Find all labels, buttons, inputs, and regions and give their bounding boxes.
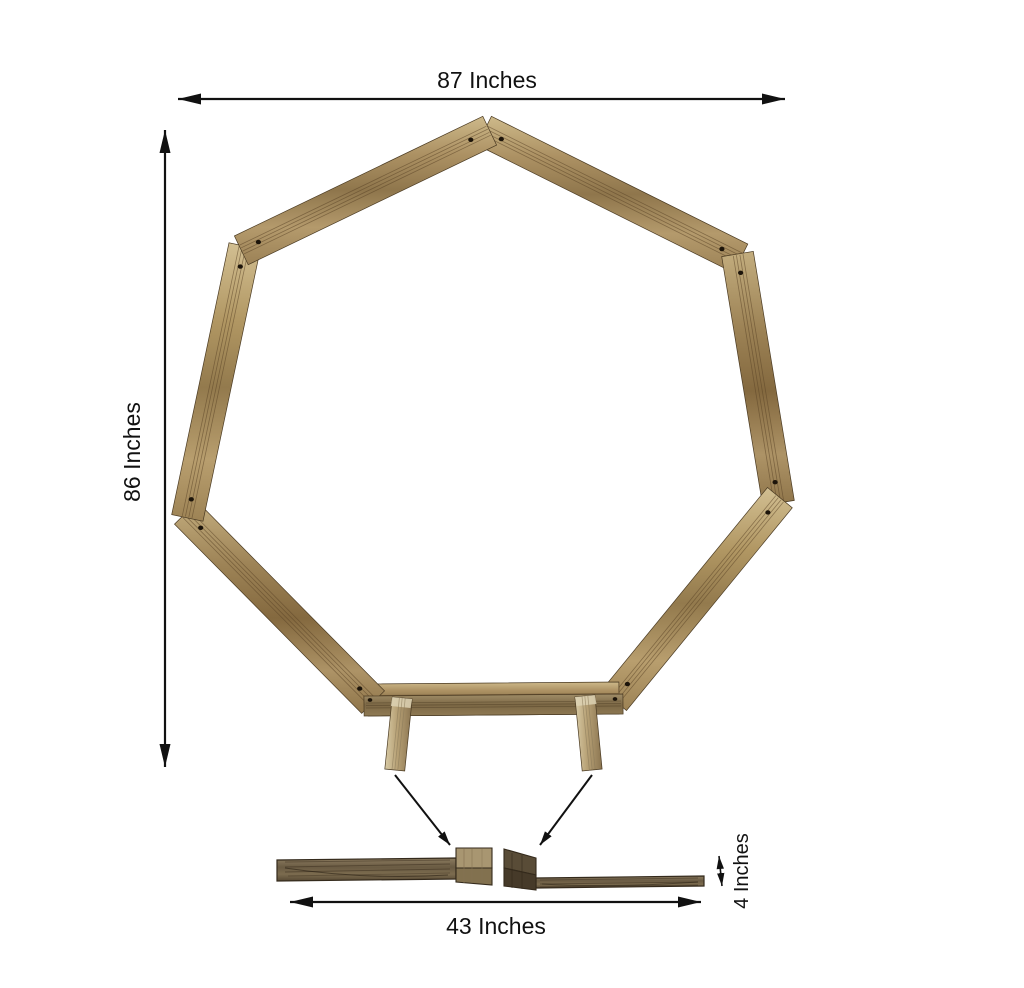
svg-text:86 Inches: 86 Inches <box>119 402 145 502</box>
svg-text:87 Inches: 87 Inches <box>437 67 537 93</box>
svg-text:43 Inches: 43 Inches <box>446 913 546 939</box>
svg-text:4 Inches: 4 Inches <box>731 833 753 909</box>
